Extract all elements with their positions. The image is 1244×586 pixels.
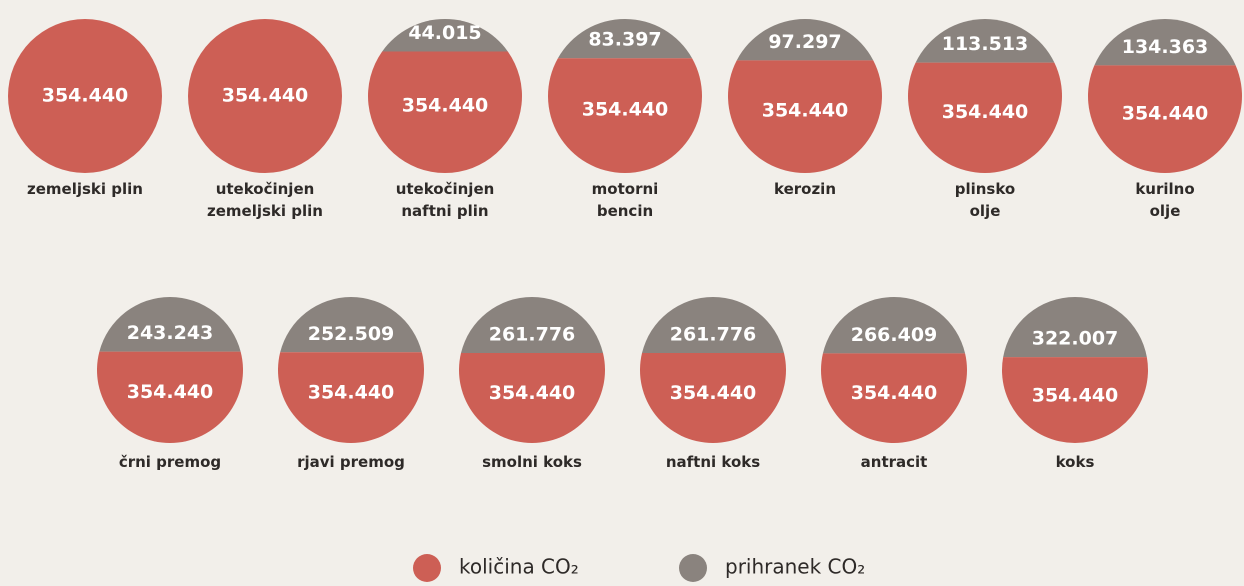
saving-label: 261.776 [670, 324, 757, 346]
category-label: rjavi premog [297, 453, 405, 471]
legend-swatch [679, 554, 707, 582]
saving-label: 266.409 [851, 324, 938, 346]
category-label: kurilno olje [1135, 180, 1195, 220]
amount-label: 354.440 [942, 101, 1029, 123]
amount-segment [278, 352, 424, 443]
saving-label: 243.243 [127, 322, 214, 344]
amount-label: 354.440 [1032, 384, 1119, 406]
saving-segment [557, 19, 693, 59]
saving-label: 44.015 [408, 22, 481, 44]
category-label: črni premog [118, 453, 222, 471]
saving-label: 322.007 [1032, 328, 1119, 350]
saving-segment [1094, 19, 1236, 66]
amount-label: 354.440 [762, 100, 849, 122]
amount-segment [1088, 65, 1242, 174]
amount-label: 354.440 [670, 382, 757, 404]
amount-segment [639, 353, 786, 444]
saving-segment [280, 296, 422, 353]
category-label: naftni koks [665, 453, 761, 471]
amount-segment [367, 51, 522, 173]
amount-segment [97, 351, 244, 444]
amount-label: 354.440 [1122, 102, 1209, 124]
category-label: koks [1055, 453, 1095, 471]
saving-segment [736, 19, 874, 61]
saving-label: 252.509 [308, 323, 395, 345]
amount-label: 354.440 [402, 95, 489, 117]
amount-segment [458, 353, 605, 444]
amount-label: 354.440 [42, 85, 129, 107]
saving-label: 83.397 [588, 29, 661, 51]
legend-label: količina CO₂ [459, 555, 579, 579]
amount-circle [188, 19, 342, 173]
saving-segment [1003, 297, 1147, 358]
saving-segment [822, 297, 966, 354]
amount-segment [728, 60, 882, 174]
saving-label: 113.513 [942, 33, 1029, 55]
amount-circle [8, 19, 162, 173]
category-label: smolni koks [482, 453, 582, 471]
amount-label: 354.440 [308, 382, 395, 404]
category-label: antracit [860, 453, 928, 471]
category-label: kerozin [774, 180, 836, 198]
amount-label: 354.440 [489, 382, 576, 404]
category-label: motorni bencin [591, 180, 659, 220]
saving-label: 134.363 [1122, 36, 1209, 58]
legend-swatch [413, 554, 441, 582]
category-label: utekočinjen naftni plin [395, 180, 495, 220]
saving-segment [99, 297, 241, 352]
amount-label: 354.440 [582, 98, 669, 120]
saving-segment [461, 297, 603, 354]
saving-segment [642, 297, 784, 354]
legend-label: prihranek CO₂ [725, 555, 865, 579]
category-label: zemeljski plin [27, 180, 143, 198]
saving-segment [915, 18, 1055, 63]
amount-segment [908, 62, 1062, 173]
amount-label: 354.440 [851, 382, 938, 404]
amount-segment [821, 353, 967, 444]
amount-segment [1001, 357, 1148, 444]
amount-segment [548, 58, 702, 174]
category-label: plinsko olje [954, 180, 1016, 220]
category-label: utekočinjen zemeljski plin [207, 180, 323, 220]
saving-label: 97.297 [768, 31, 841, 53]
amount-label: 354.440 [127, 381, 214, 403]
amount-label: 354.440 [222, 85, 309, 107]
saving-label: 261.776 [489, 324, 576, 346]
saving-segment [382, 18, 508, 52]
